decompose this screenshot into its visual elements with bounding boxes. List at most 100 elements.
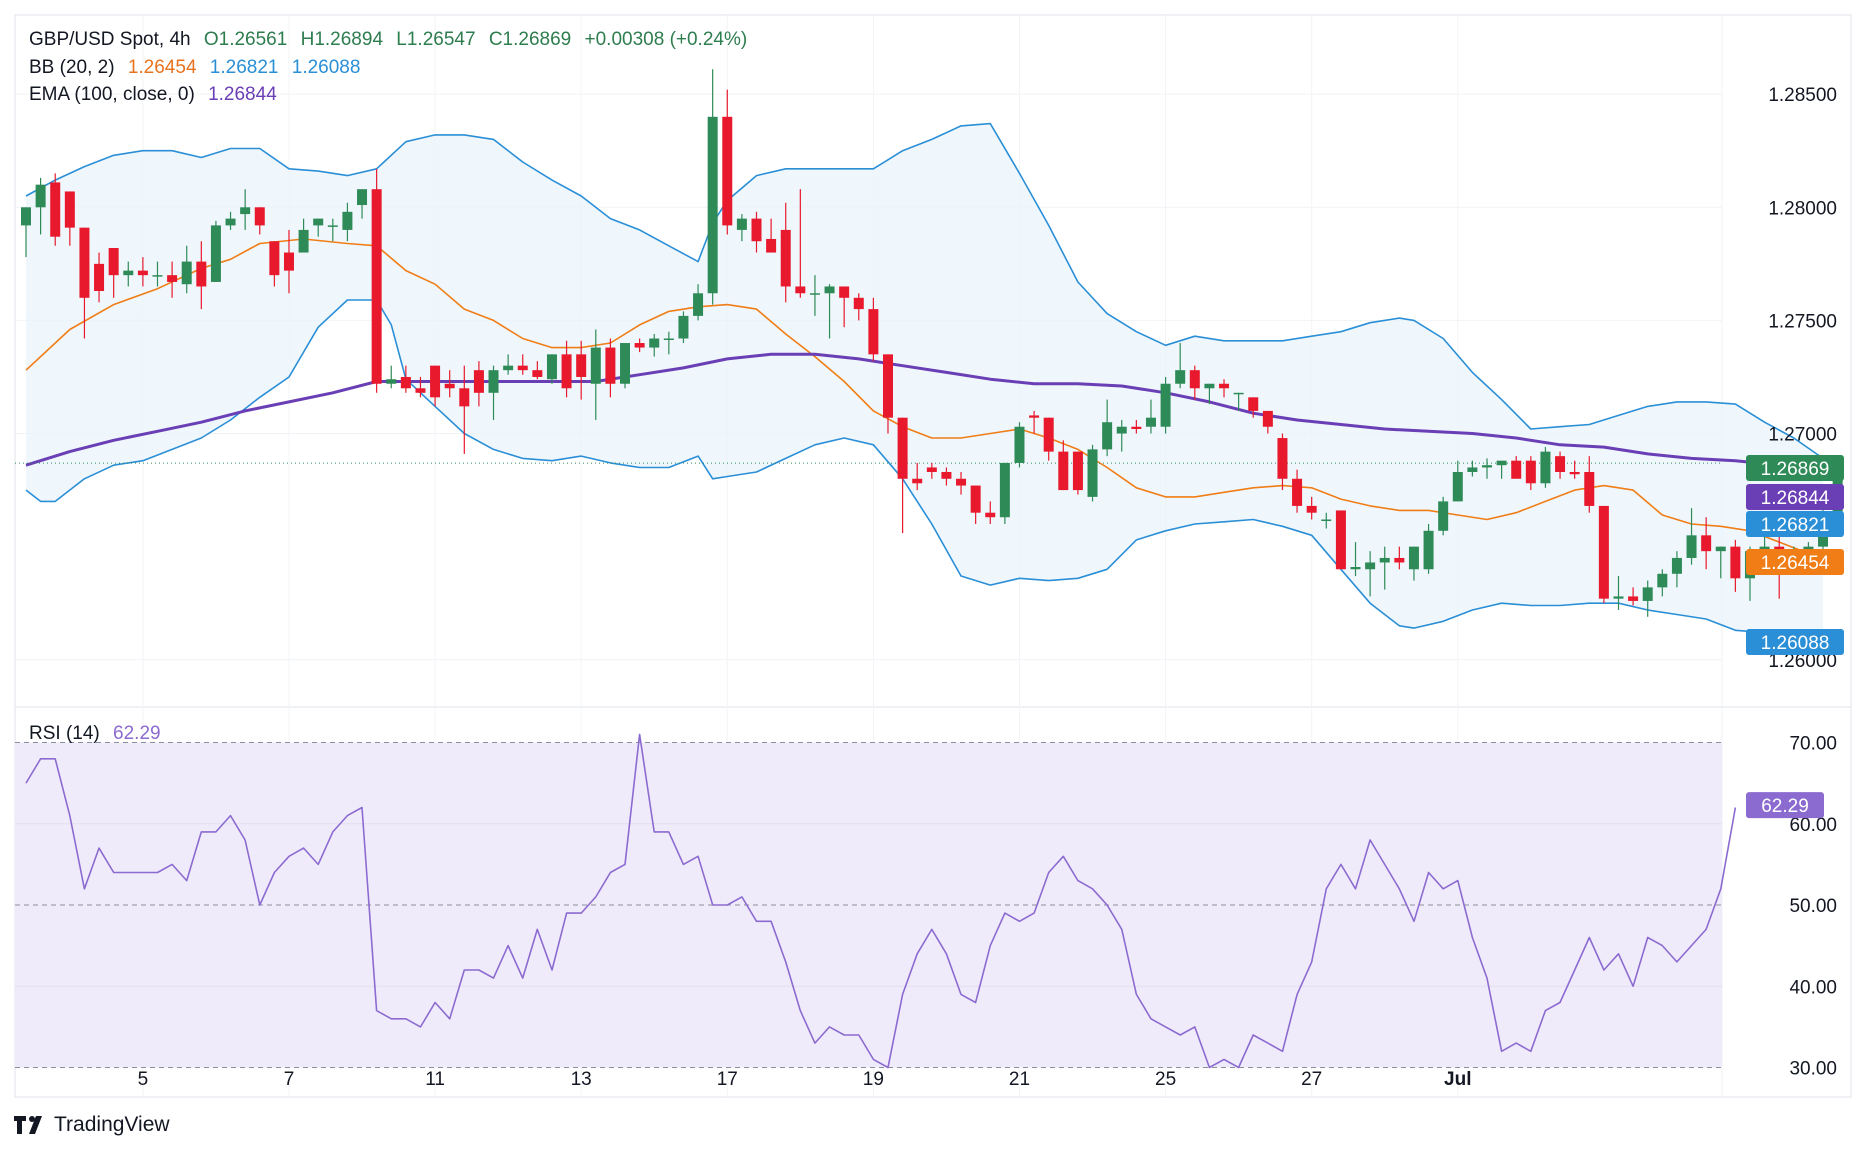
candle xyxy=(79,227,90,339)
candle xyxy=(1072,451,1083,495)
candle-body xyxy=(678,315,689,339)
candle-body xyxy=(152,275,163,277)
candle xyxy=(503,354,514,375)
candle-body xyxy=(561,354,572,389)
candle xyxy=(327,218,338,242)
bb-legend[interactable]: BB (20, 2) 1.26454 1.26821 1.26088 xyxy=(29,57,368,79)
badge-label: 1.26844 xyxy=(1761,488,1830,509)
candle-body xyxy=(1335,510,1346,570)
indicator-lines xyxy=(15,122,1824,638)
candle-body xyxy=(108,248,119,276)
candle xyxy=(1657,569,1668,597)
candle xyxy=(1671,551,1682,588)
candle-body xyxy=(912,478,923,484)
candle xyxy=(415,376,426,398)
candle xyxy=(357,189,368,219)
candle-body xyxy=(94,263,105,291)
candle-body xyxy=(941,471,952,479)
candle-body xyxy=(824,286,835,294)
candle-body xyxy=(1277,438,1288,479)
price-tick-label: 1.27000 xyxy=(1768,425,1837,446)
candle xyxy=(1277,433,1288,491)
candle xyxy=(210,220,221,282)
candle-body xyxy=(1482,465,1492,468)
candle-body xyxy=(1043,417,1054,452)
candle-body xyxy=(722,116,733,226)
candle xyxy=(298,218,309,253)
candle xyxy=(473,361,484,407)
candle xyxy=(1613,576,1624,610)
candle-body xyxy=(576,354,587,377)
candle-body xyxy=(1160,383,1171,427)
badge-box xyxy=(1746,484,1844,510)
candle-body xyxy=(546,354,557,380)
candle xyxy=(868,297,879,362)
badge-label: 1.26454 xyxy=(1761,553,1830,574)
candle-body xyxy=(1701,535,1712,552)
candle-body xyxy=(79,227,90,298)
candle-body xyxy=(809,293,820,295)
candle xyxy=(897,417,908,534)
price-tick-label: 1.27500 xyxy=(1768,311,1837,332)
candle xyxy=(371,168,382,393)
candle xyxy=(444,370,455,398)
price-badges: 1.26869 1.26844 1.26821 1.26454 1.26088 62.29 xyxy=(1746,455,1844,819)
candle xyxy=(1306,496,1317,520)
candle xyxy=(35,177,46,235)
candle xyxy=(736,214,747,242)
candle xyxy=(795,189,806,298)
candle-body xyxy=(1613,596,1624,599)
bb-mid-value: 1.26454 xyxy=(127,57,197,78)
candle xyxy=(1248,397,1259,418)
candle-body xyxy=(620,343,631,384)
candle xyxy=(546,354,557,384)
candle-body xyxy=(590,347,601,384)
candle-body xyxy=(1379,557,1390,563)
rsi-badge: 62.29 xyxy=(1746,792,1824,819)
price-badge: 1.26821 xyxy=(1746,511,1844,537)
high-value: H1.26894 xyxy=(300,29,384,50)
candle xyxy=(1102,399,1113,457)
candle xyxy=(561,340,572,398)
candle xyxy=(1496,460,1507,479)
symbol-title[interactable]: GBP/USD Spot, 4h xyxy=(29,29,191,50)
candle xyxy=(1394,546,1405,570)
bb-upper-value: 1.26821 xyxy=(209,57,279,78)
candle-body xyxy=(342,211,353,230)
candle xyxy=(590,329,601,420)
candle-body xyxy=(707,116,718,294)
candle-body xyxy=(1496,460,1507,466)
candle xyxy=(1204,383,1215,405)
price-badge: 1.26869 xyxy=(1746,455,1844,481)
rsi-legend[interactable]: RSI (14) 62.29 xyxy=(29,723,169,745)
badge-label: 1.26821 xyxy=(1761,515,1830,536)
candle xyxy=(64,191,75,246)
price-badge: 1.26844 xyxy=(1746,484,1844,510)
candle xyxy=(941,467,952,486)
candle-body xyxy=(181,261,192,285)
candle-body xyxy=(1350,567,1361,570)
candle xyxy=(1511,456,1522,479)
candle xyxy=(1175,343,1186,389)
rsi-tick-label: 70.00 xyxy=(1789,734,1837,755)
time-tick-label: 11 xyxy=(425,1069,445,1090)
bb-lower-value: 1.26088 xyxy=(291,57,361,78)
candle xyxy=(137,257,148,287)
ema-legend[interactable]: EMA (100, close, 0) 1.26844 xyxy=(29,84,285,106)
candle-body xyxy=(298,229,309,253)
candle xyxy=(926,462,937,479)
candle-body xyxy=(1569,471,1580,475)
candle-body xyxy=(985,512,996,518)
tradingview-logo[interactable]: TradingView xyxy=(14,1113,170,1137)
candle xyxy=(1642,580,1653,617)
time-tick-label: 5 xyxy=(138,1069,149,1090)
candle-body xyxy=(853,297,864,310)
time-tick-label: 21 xyxy=(1009,1069,1030,1090)
candle xyxy=(386,365,397,389)
candle xyxy=(1043,417,1054,461)
candle xyxy=(532,361,543,380)
candle xyxy=(152,261,163,287)
candle xyxy=(1730,539,1741,592)
time-tick-label: 7 xyxy=(284,1069,295,1090)
